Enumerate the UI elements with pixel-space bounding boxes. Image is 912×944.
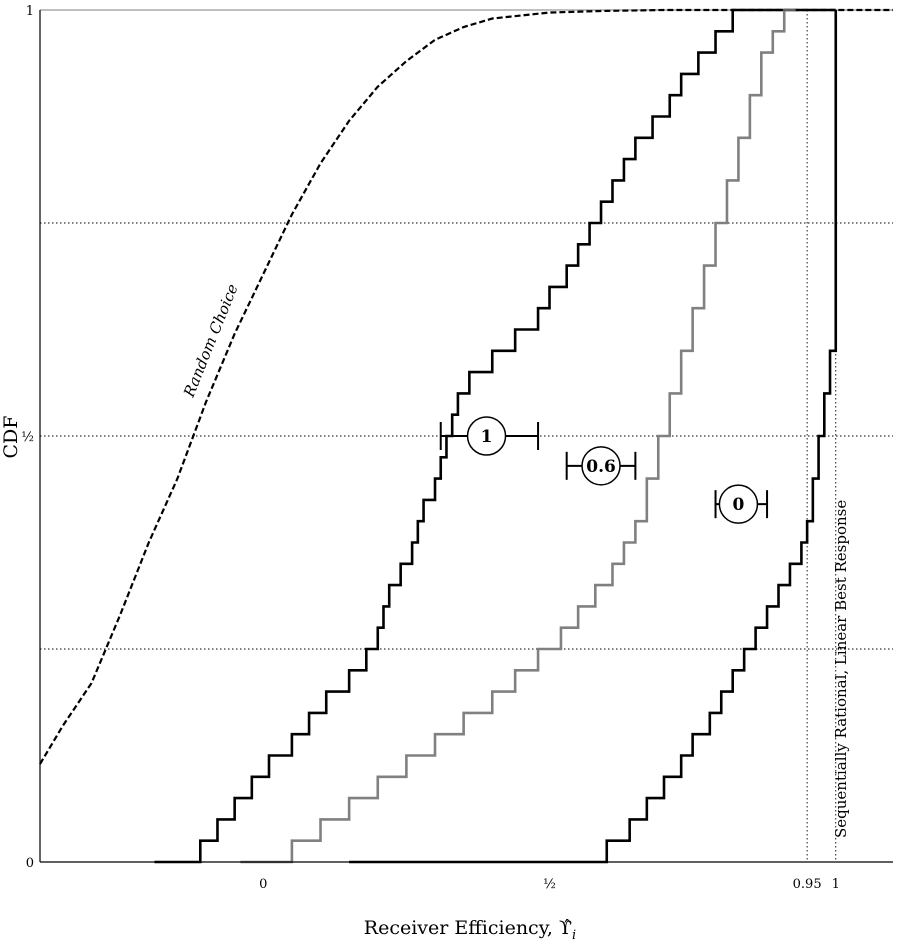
interval-label-0: 1: [481, 427, 493, 447]
interval-1: 0.6: [565, 446, 637, 486]
x-tick-label-0: 0: [259, 877, 267, 892]
series-line-1: [154, 8, 836, 864]
confidence-intervals: 10.60: [439, 416, 769, 524]
y-tick-label-1: ½: [21, 430, 34, 445]
series-layer: [39, 8, 893, 864]
x-tick-label-3: 1: [832, 877, 840, 892]
x-axis-title-main: Receiver Efficiency, ϒ̂: [364, 917, 572, 939]
y-tick-label-0: 0: [26, 856, 34, 871]
x-axis-title-sub: i: [572, 928, 576, 943]
interval-marker-1: [581, 446, 621, 486]
series-line-0: [39, 8, 893, 765]
interval-marker-0: [466, 416, 507, 456]
random-choice-label: Random Choice: [180, 281, 242, 400]
interval-0: 1: [439, 416, 540, 456]
interval-label-1: 0.6: [586, 457, 616, 477]
interval-2: 0: [714, 484, 769, 524]
axes: [39, 9, 893, 863]
interval-label-2: 0: [733, 495, 745, 515]
annotations: Random Choice: [180, 281, 242, 400]
series-line-2: [240, 8, 796, 864]
tick-labels: 0 ½ 0.95 1 0 ½ 1: [21, 4, 840, 892]
y-tick-label-2: 1: [26, 4, 34, 19]
reference-line-label: Sequentially Rational, Linear Best Respo…: [832, 500, 850, 838]
y-axis-title: CDF: [0, 416, 22, 459]
x-tick-label-1: ½: [543, 877, 556, 892]
series-line-3: [349, 10, 838, 864]
x-axis-title: Receiver Efficiency, ϒ̂i: [364, 917, 576, 943]
x-tick-label-2: 0.95: [793, 877, 822, 892]
interval-marker-2: [718, 484, 759, 524]
reference-lines: Sequentially Rational, Linear Best Respo…: [806, 10, 850, 862]
